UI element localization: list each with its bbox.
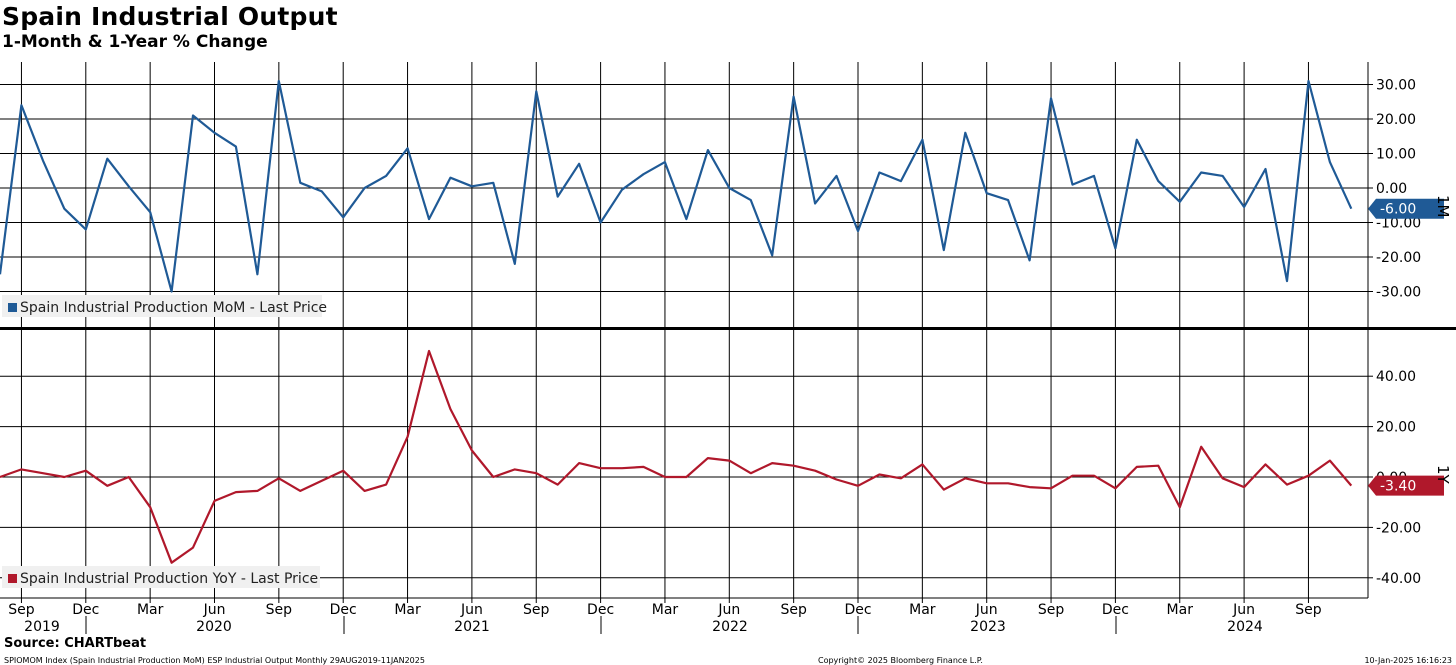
year-label: 2022: [712, 619, 748, 635]
xtick-label: Mar: [137, 602, 164, 618]
series-line: [0, 349, 1353, 564]
copyright: Copyright© 2025 Bloomberg Finance L.P.: [818, 656, 983, 665]
xtick-label: Mar: [909, 602, 936, 618]
xtick-label: Mar: [394, 602, 421, 618]
xtick-label: Jun: [717, 602, 740, 618]
xtick-label: Jun: [975, 602, 998, 618]
legend-label: Spain Industrial Production YoY - Last P…: [20, 571, 318, 587]
last-value-label: -6.00: [1380, 202, 1416, 218]
series-line: [0, 79, 1353, 293]
ytick-label: -40.00: [1376, 571, 1421, 587]
panel-side-label: 1Y: [1434, 465, 1452, 485]
xtick-label: Sep: [8, 602, 35, 618]
last-value-tag: [1368, 475, 1444, 496]
xtick-label: Sep: [780, 602, 807, 618]
chart-title: Spain Industrial Output: [2, 2, 338, 31]
year-label: 2024: [1227, 619, 1263, 635]
ytick-label: 20.00: [1376, 112, 1416, 128]
year-label: 2019: [24, 619, 60, 635]
xtick-label: Dec: [844, 602, 871, 618]
legend-label: Spain Industrial Production MoM - Last P…: [20, 300, 327, 316]
ytick-label: -30.00: [1376, 285, 1421, 301]
ytick-label: 10.00: [1376, 147, 1416, 163]
xtick-label: Sep: [266, 602, 293, 618]
xtick-label: Dec: [330, 602, 357, 618]
ytick-label: 20.00: [1376, 420, 1416, 436]
timestamp: 10-Jan-2025 16:16:23: [1364, 656, 1452, 665]
legend-swatch: [8, 574, 17, 583]
year-label: 2021: [454, 619, 490, 635]
last-value-label: -3.40: [1380, 479, 1416, 495]
xtick-label: Mar: [652, 602, 679, 618]
panel-side-label: 1M: [1434, 195, 1452, 218]
legend-box: [2, 295, 322, 317]
ytick-label: 0.00: [1376, 181, 1407, 197]
xtick-label: Dec: [587, 602, 614, 618]
xtick-label: Dec: [1102, 602, 1129, 618]
xtick-label: Sep: [1038, 602, 1065, 618]
xtick-label: Jun: [460, 602, 483, 618]
last-value-tag: [1368, 198, 1444, 219]
ytick-label: -10.00: [1376, 216, 1421, 232]
chart-subtitle: 1-Month & 1-Year % Change: [2, 32, 268, 52]
legend-swatch: [8, 303, 17, 312]
ytick-label: -20.00: [1376, 250, 1421, 266]
xtick-label: Dec: [72, 602, 99, 618]
xtick-label: Sep: [523, 602, 550, 618]
year-label: 2023: [970, 619, 1006, 635]
ytick-label: 30.00: [1376, 78, 1416, 94]
xtick-label: Mar: [1167, 602, 1194, 618]
ytick-label: 40.00: [1376, 369, 1416, 385]
xtick-label: Sep: [1295, 602, 1322, 618]
index-info: SPIOMOM Index (Spain Industrial Producti…: [4, 656, 425, 665]
year-label: 2020: [196, 619, 232, 635]
ytick-label: -20.00: [1376, 520, 1421, 536]
source-label: Source: CHARTbeat: [4, 636, 147, 651]
xtick-label: Jun: [203, 602, 226, 618]
legend-box: [2, 566, 320, 588]
xtick-label: Jun: [1232, 602, 1255, 618]
